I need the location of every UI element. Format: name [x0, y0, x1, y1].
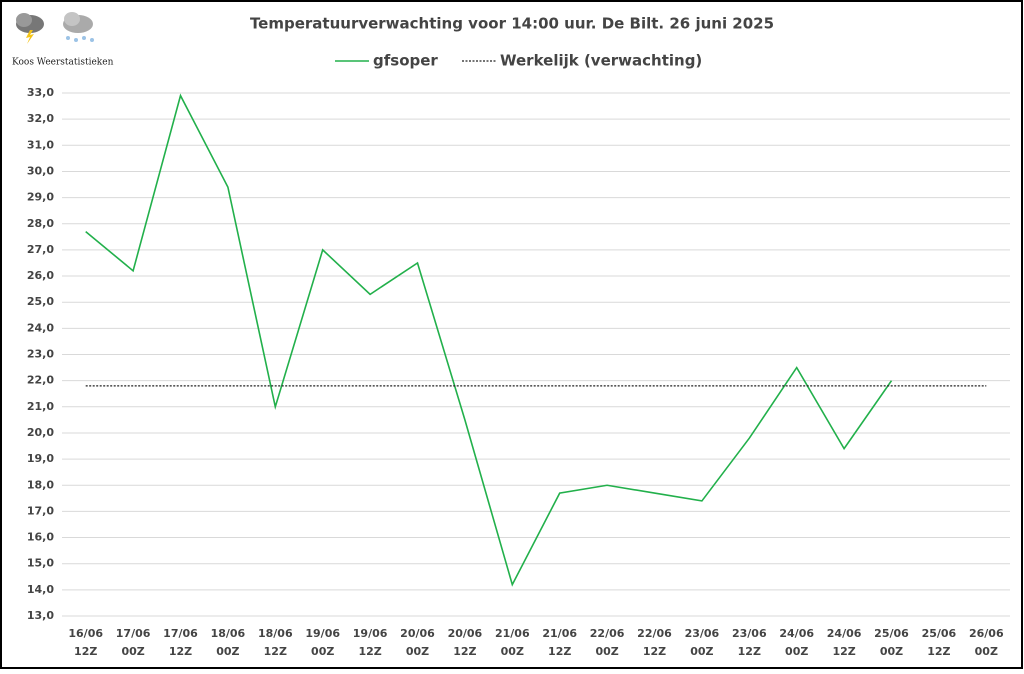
y-tick-label: 28,0 [27, 217, 54, 230]
y-tick-label: 31,0 [27, 138, 54, 151]
x-tick-label: 25/06 00Z [874, 627, 909, 658]
x-tick-label: 19/06 12Z [353, 627, 388, 658]
y-tick-label: 18,0 [27, 478, 54, 491]
legend-label: Werkelijk (verwachting) [500, 52, 702, 70]
x-tick-label: 24/06 00Z [779, 627, 814, 658]
y-tick-label: 14,0 [27, 583, 54, 596]
x-tick-label: 20/06 00Z [400, 627, 435, 658]
y-tick-label: 23,0 [27, 348, 54, 361]
y-tick-label: 22,0 [27, 374, 54, 387]
legend-label: gfsoper [373, 52, 438, 70]
x-tick-label: 17/06 12Z [163, 627, 198, 658]
y-tick-label: 19,0 [27, 452, 54, 465]
x-tick-label: 20/06 12Z [448, 627, 483, 658]
brand: Koos Weerstatistieken [12, 58, 114, 68]
y-tick-label: 30,0 [27, 164, 54, 177]
y-tick-label: 17,0 [27, 504, 54, 517]
y-tick-label: 24,0 [27, 321, 54, 334]
y-tick-label: 29,0 [27, 191, 54, 204]
x-tick-label: 21/06 00Z [495, 627, 530, 658]
series-line [85, 93, 893, 587]
x-tick-label: 23/06 00Z [685, 627, 720, 658]
x-tick-label: 22/06 12Z [637, 627, 672, 658]
y-tick-label: 25,0 [27, 295, 54, 308]
y-tick-label: 33,0 [27, 86, 54, 99]
x-tick-label: 23/06 12Z [732, 627, 767, 658]
y-tick-label: 16,0 [27, 531, 54, 544]
x-tick-label: 16/06 12Z [68, 627, 103, 658]
y-tick-label: 26,0 [27, 269, 54, 282]
x-tick-label: 19/06 00Z [305, 627, 340, 658]
logo [16, 12, 94, 44]
y-tick-label: 13,0 [27, 609, 54, 622]
x-tick-label: 26/06 00Z [969, 627, 1004, 658]
y-tick-label: 32,0 [27, 112, 54, 125]
x-tick-label: 22/06 00Z [590, 627, 625, 658]
x-tick-label: 17/06 00Z [116, 627, 151, 658]
y-tick-label: 21,0 [27, 400, 54, 413]
y-tick-label: 15,0 [27, 557, 54, 570]
x-tick-label: 18/06 12Z [258, 627, 293, 658]
y-tick-label: 20,0 [27, 426, 54, 439]
x-tick-label: 21/06 12Z [542, 627, 577, 658]
x-tick-label: 24/06 12Z [827, 627, 862, 658]
x-tick-label: 25/06 12Z [922, 627, 957, 658]
x-tick-label: 18/06 00Z [211, 627, 246, 658]
y-tick-label: 27,0 [27, 243, 54, 256]
chart-title: Temperatuurverwachting voor 14:00 uur. D… [250, 15, 774, 33]
